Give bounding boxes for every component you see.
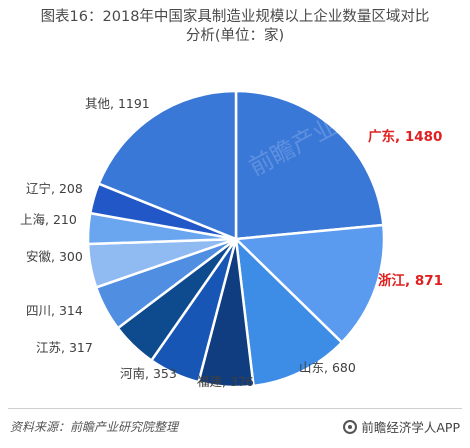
data-label-7: 安徽, 300 [26, 249, 83, 264]
data-label-5: 江苏, 317 [36, 340, 93, 355]
pie-labels: 广东, 1480 浙江, 871 山东, 680 福建, 376 河南, 353 江苏, … [20, 96, 443, 389]
data-label-3: 福建, 376 [197, 374, 254, 389]
brand: 前瞻经济学人APP [343, 417, 460, 436]
footer-divider [8, 408, 462, 409]
pie-slice-1 [234, 223, 386, 344]
brand-name: 前瞻经济学人APP [361, 420, 460, 435]
pie-slice-2 [234, 237, 344, 388]
data-label-1: 浙江, 871 [378, 272, 443, 289]
data-label-0: 广东, 1480 [368, 128, 442, 145]
chart-title: 图表16：2018年中国家具制造业规模以上企业数量区域对比 分析(单位：家) [0, 8, 470, 46]
data-label-10: 其他, 1191 [85, 96, 150, 111]
pie-slice-10 [97, 89, 238, 241]
chart-title-line-2: 分析(单位：家) [185, 28, 285, 44]
chart-title-line-1: 图表16：2018年中国家具制造业规模以上企业数量区域对比 [40, 9, 430, 25]
data-label-4: 河南, 353 [120, 366, 177, 381]
pie-slice-0 [234, 89, 385, 241]
data-label-9: 辽宁, 208 [26, 181, 83, 196]
source-note: 资料来源：前瞻产业研究院整理 [10, 420, 179, 434]
data-label-6: 四川, 314 [26, 303, 83, 318]
brand-logo-icon [343, 419, 358, 434]
pie-slices [86, 89, 386, 389]
data-label-2: 山东, 680 [299, 360, 356, 375]
data-label-8: 上海, 210 [20, 212, 77, 227]
